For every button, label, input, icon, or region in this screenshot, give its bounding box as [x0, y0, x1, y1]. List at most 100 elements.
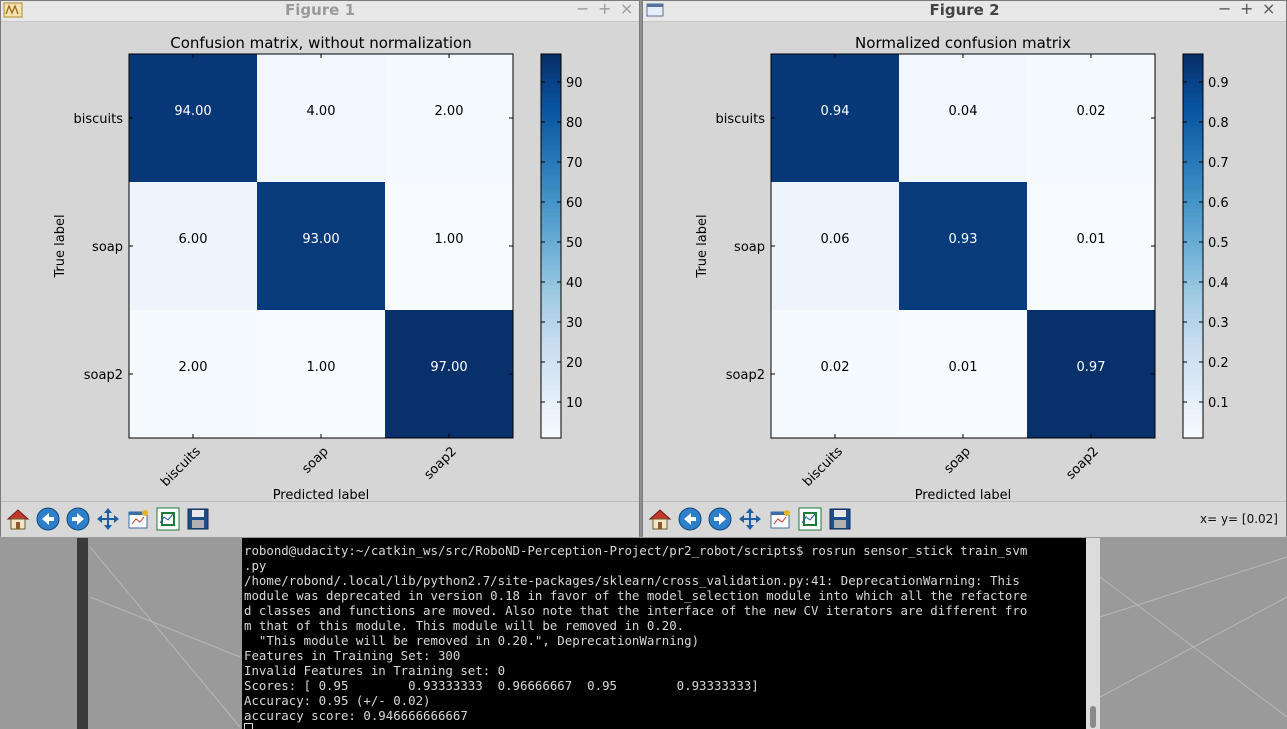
- save-icon[interactable]: [184, 505, 212, 533]
- colorbar-segment: [541, 97, 561, 103]
- colorbar-segment: [541, 106, 561, 113]
- colorbar-segment: [1183, 188, 1203, 194]
- colorbar-segment: [1183, 255, 1203, 261]
- colorbar-segment: [541, 135, 561, 141]
- colorbar-segment: [541, 54, 561, 60]
- colorbar-segment: [541, 351, 561, 357]
- colorbar-segment: [541, 428, 561, 434]
- colorbar-segment: [541, 332, 561, 338]
- colorbar-segment: [1183, 375, 1203, 381]
- colorbar-segment: [1183, 82, 1203, 89]
- colorbar-segment: [541, 342, 561, 348]
- y-tick-label: soap: [734, 240, 765, 255]
- colorbar-tick-label: 0.2: [1208, 356, 1229, 371]
- colorbar-tick-label: 80: [566, 116, 583, 131]
- colorbar-segment: [1183, 202, 1203, 209]
- colorbar-segment: [541, 298, 561, 305]
- plot-title: Normalized confusion matrix: [855, 34, 1071, 52]
- colorbar-segment: [1183, 231, 1203, 237]
- colorbar-segment: [541, 174, 561, 180]
- plot-title: Confusion matrix, without normalization: [170, 34, 472, 52]
- colorbar-segment: [1183, 116, 1203, 122]
- colorbar-segment: [1183, 159, 1203, 165]
- terminal-scrollbar[interactable]: [1086, 538, 1100, 729]
- colorbar-segment: [541, 327, 561, 333]
- colorbar-segment: [541, 289, 561, 295]
- maximize-button[interactable]: +: [1240, 0, 1254, 18]
- colorbar-tick-label: 0.4: [1208, 276, 1229, 291]
- terminal-line: module was deprecated in version 0.18 in…: [244, 588, 1028, 603]
- colorbar-segment: [1183, 342, 1203, 348]
- colorbar-segment: [541, 250, 561, 257]
- colorbar-segment: [1183, 246, 1203, 252]
- colorbar-segment: [541, 159, 561, 165]
- colorbar-segment: [1183, 236, 1203, 242]
- colorbar-segment: [541, 212, 561, 218]
- figure-1-canvas[interactable]: Confusion matrix, without normalization 9…: [1, 22, 639, 500]
- colorbar-segment: [1183, 380, 1203, 386]
- save-icon[interactable]: [826, 505, 854, 533]
- forward-icon[interactable]: [706, 505, 734, 533]
- colorbar-segment: [541, 356, 561, 362]
- colorbar-segment: [541, 433, 561, 439]
- terminal-line: .py: [244, 558, 267, 573]
- colorbar-segment: [541, 183, 561, 189]
- pan-icon[interactable]: [94, 505, 122, 533]
- colorbar-segment: [1183, 250, 1203, 257]
- close-button[interactable]: ×: [620, 0, 634, 18]
- colorbar-segment: [1183, 154, 1203, 161]
- colorbar-segment: [541, 255, 561, 261]
- close-button[interactable]: ×: [1262, 0, 1276, 18]
- colorbar-segment: [541, 130, 561, 137]
- colorbar-segment: [1183, 332, 1203, 338]
- colorbar-tick-label: 0.6: [1208, 196, 1229, 211]
- matrix-cell: [129, 54, 257, 182]
- figure-2-canvas[interactable]: Normalized confusion matrix 0.94 0.04 0.02 0…: [643, 22, 1286, 500]
- terminal-line: m that of this module. This module will …: [244, 618, 685, 633]
- terminal-line: Accuracy: 0.95 (+/- 0.02): [244, 693, 431, 708]
- terminal-line: robond@udacity:~/catkin_ws/src/RoboND-Pe…: [244, 543, 1028, 558]
- colorbar-segment: [1183, 351, 1203, 357]
- terminal-window[interactable]: robond@udacity:~/catkin_ws/src/RoboND-Pe…: [242, 538, 1086, 729]
- figure-1-titlebar[interactable]: Figure 1 − + ×: [1, 0, 639, 22]
- home-icon[interactable]: [4, 505, 32, 533]
- pan-icon[interactable]: [736, 505, 764, 533]
- window-title: Figure 2: [929, 1, 1000, 19]
- cell-value-label: 0.02: [1077, 104, 1106, 119]
- x-axis-label: Predicted label: [915, 488, 1012, 500]
- matrix-cell: [385, 54, 513, 182]
- configure-subplots-icon[interactable]: [766, 505, 794, 533]
- matrix-cell: [257, 54, 385, 182]
- y-axis-label: True label: [53, 214, 68, 278]
- colorbar-segment: [1183, 193, 1203, 199]
- cell-value-label: 1.00: [307, 360, 336, 375]
- zoom-icon[interactable]: [154, 505, 182, 533]
- back-icon[interactable]: [34, 505, 62, 533]
- colorbar-segment: [541, 82, 561, 89]
- colorbar-segment: [1183, 298, 1203, 305]
- zoom-icon[interactable]: [796, 505, 824, 533]
- window-title: Figure 1: [284, 1, 356, 19]
- x-tick-label: soap2: [421, 444, 459, 482]
- colorbar-segment: [541, 370, 561, 377]
- colorbar-segment: [1183, 284, 1203, 290]
- maximize-button[interactable]: +: [598, 0, 612, 18]
- minimize-button[interactable]: −: [576, 0, 590, 18]
- colorbar-segment: [541, 102, 561, 108]
- colorbar-segment: [541, 164, 561, 170]
- colorbar-tick-label: 0.1: [1208, 396, 1229, 411]
- figure-2-titlebar[interactable]: Figure 2 − + ×: [643, 0, 1286, 22]
- forward-icon[interactable]: [64, 505, 92, 533]
- back-icon[interactable]: [676, 505, 704, 533]
- matrix-cell: [899, 182, 1027, 310]
- colorbar-segment: [541, 217, 561, 223]
- colorbar-segment: [541, 231, 561, 237]
- colorbar-segment: [541, 418, 561, 425]
- colorbar-segment: [1183, 423, 1203, 429]
- colorbar-segment: [541, 414, 561, 420]
- configure-subplots-icon[interactable]: [124, 505, 152, 533]
- minimize-button[interactable]: −: [1218, 0, 1232, 18]
- x-axis-label: Predicted label: [273, 488, 370, 500]
- home-icon[interactable]: [646, 505, 674, 533]
- terminal-scroll-thumb[interactable]: [1090, 706, 1096, 728]
